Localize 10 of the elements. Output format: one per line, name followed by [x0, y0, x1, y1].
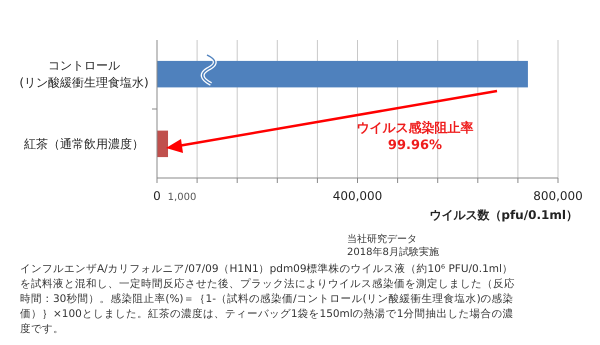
annotation: ウイルス感染阻止率 99.96% [356, 120, 474, 153]
text: インフルエンザA/カリフォルニア/07/09（H1N1）pdm09標準株のウイルス液（約10⁶ PFU/0.1ml）を試料液と混和し、一定時間反応させた後、プラック法によりウイルス感染価を測定しました（反応時間：30秒間）。感染阻止率(%)＝｛1-（試料の感染価/コントロール(リン酸緩衝生理食塩水)の感染価）｝×100としました。紅茶の濃度は、ティーバッグ1袋を150mlの熱湯で1分間抽出した場合の濃度です。 [20, 262, 516, 337]
x-tick-label: 800,000 [533, 189, 583, 203]
y-tick-label: 紅茶（通常飲用濃度） [24, 136, 144, 151]
x-tick-label: 0 [153, 189, 161, 203]
y-tick-label: コントロール (リン酸緩衝生理食塩水) [19, 58, 149, 90]
text: 当社研究データ 2018年8月試験実施 [347, 233, 439, 258]
x-tick-label: 400,000 [332, 189, 382, 203]
x-axis-title: ウイルス数（pfu/0.1ml） [429, 208, 578, 222]
text: 1,000 [168, 192, 196, 203]
